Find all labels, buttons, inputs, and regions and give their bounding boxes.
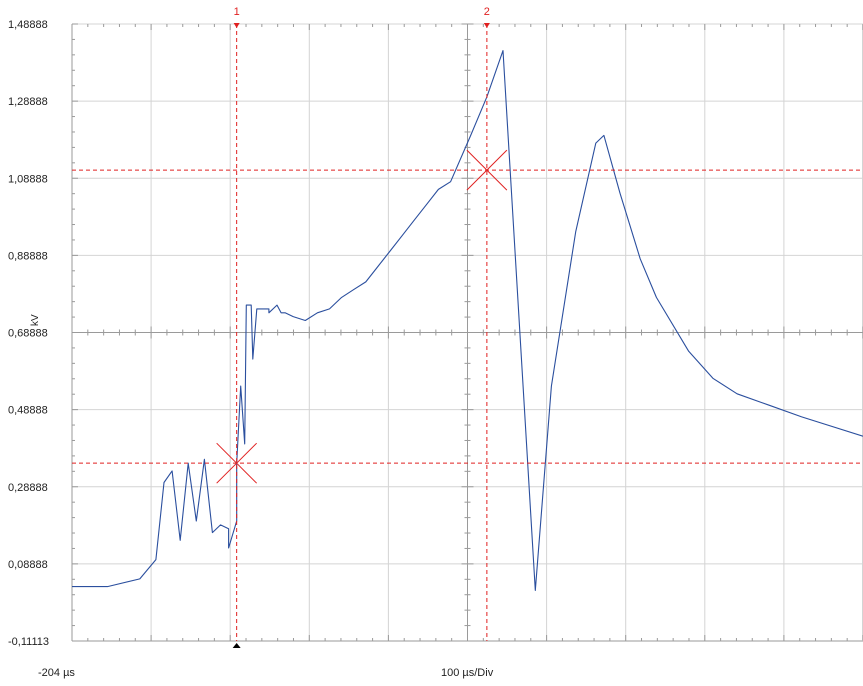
y-tick-label: 0,48888 (8, 405, 48, 417)
y-tick-label: 1,08888 (8, 173, 48, 185)
x-scale-label: 100 µs/Div (441, 667, 494, 679)
x-start-label: -204 µs (38, 667, 75, 679)
y-tick-label: 1,28888 (8, 96, 48, 108)
cursor-number-label: 2 (484, 6, 490, 18)
y-tick-label: 0,68888 (8, 328, 48, 340)
cursor-triangle-icon (233, 23, 240, 28)
waveform-trace-group (72, 50, 863, 591)
cursor-cross-marker (216, 442, 258, 484)
cursor-triangle-icon (483, 23, 490, 28)
y-unit-label: kV (30, 314, 41, 326)
tick-label-group: 1,48888 1,28888 1,08888 0,88888 0,68888 0,488… (8, 19, 49, 648)
axes (71, 23, 863, 642)
y-tick-label: 0,08888 (8, 559, 48, 571)
y-tick-label: 0,28888 (8, 482, 48, 494)
y-tick-label: 0,88888 (8, 250, 48, 262)
cursor-cross-marker (466, 149, 508, 191)
waveform-trace (72, 50, 863, 591)
y-tick-label: -0,11113 (8, 636, 49, 648)
cursor-number-label: 1 (234, 6, 240, 18)
trigger-marker-icon (232, 643, 241, 648)
y-tick-label: 1,48888 (8, 19, 48, 31)
